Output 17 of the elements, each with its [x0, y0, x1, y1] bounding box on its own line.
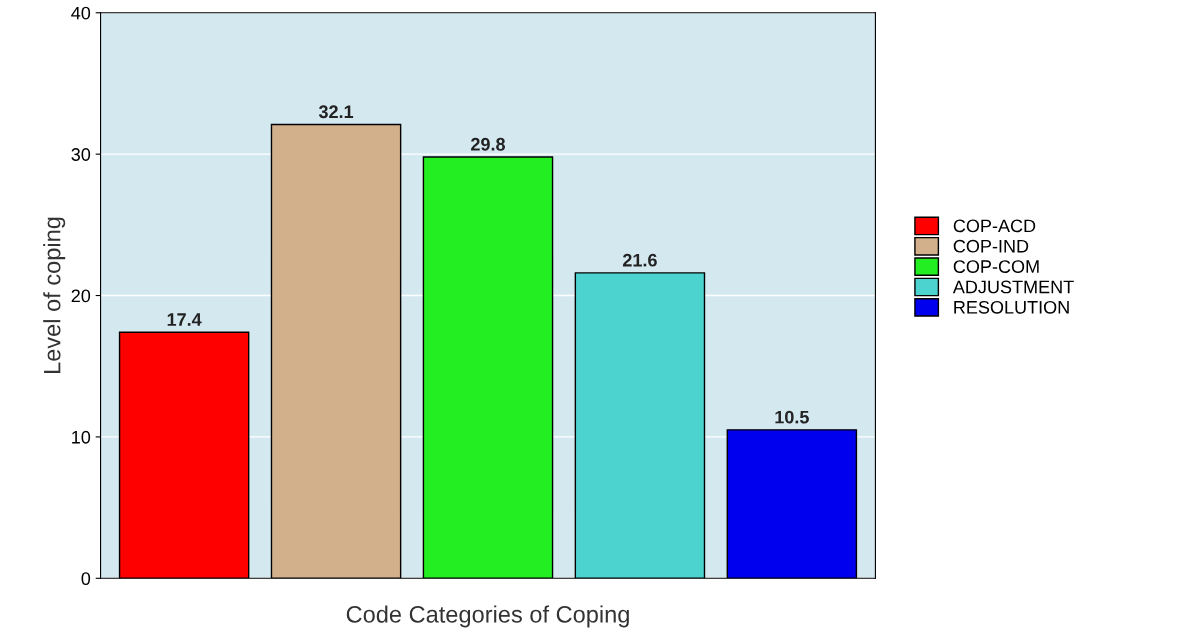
data-label: 29.8 — [471, 137, 506, 151]
y-tick-label: 30 — [71, 148, 91, 161]
data-label: 21.6 — [622, 253, 657, 267]
y-tick-label: 40 — [71, 6, 91, 20]
legend-label: COP-IND — [953, 239, 1029, 253]
data-label: 10.5 — [775, 410, 809, 424]
y-axis-title: Level of coping — [43, 217, 66, 374]
y-tick-label: 10 — [72, 430, 91, 444]
data-label: 32.1 — [318, 105, 354, 119]
legend-label: RESOLUTION — [954, 300, 1069, 314]
data-label: 17.4 — [167, 313, 202, 326]
legend-label: COP-ACD — [953, 219, 1036, 233]
y-tick-label: 0 — [81, 572, 91, 586]
y-tick-label: 20 — [71, 289, 91, 303]
legend-label: ADJUSTMENT — [952, 280, 1074, 294]
x-axis-title: Code Categories of Coping — [346, 605, 629, 628]
legend-label: COP-COM — [953, 260, 1039, 273]
